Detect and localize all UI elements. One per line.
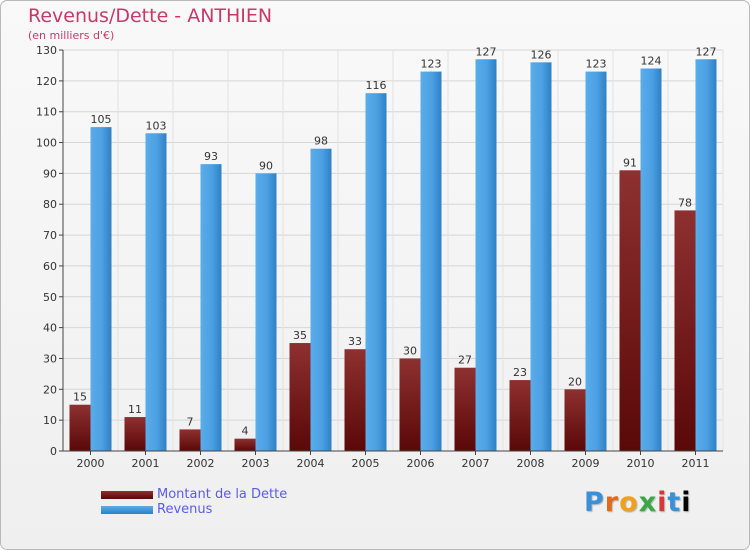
axis-layer: 0 10 20 30 40 50 60 70 80 90 100 110 120 130 2000 2001 2… (36, 44, 723, 470)
logo-letter: o (619, 487, 639, 518)
bar-revenue (530, 62, 552, 451)
data-label-debt: 91 (623, 156, 637, 169)
chart-title: Revenus/Dette - ANTHIEN (28, 5, 273, 27)
y-tick-label: 60 (43, 260, 57, 273)
x-tick-label: 2004 (297, 457, 325, 470)
logo-letter: i (681, 487, 692, 518)
y-tick-label: 20 (43, 383, 57, 396)
data-label-revenue: 126 (531, 48, 552, 61)
y-tick-label: 80 (43, 198, 57, 211)
x-tick-label: 2002 (187, 457, 215, 470)
y-tick-label: 10 (43, 414, 57, 427)
data-label-debt: 33 (348, 335, 362, 348)
x-tick-label: 2000 (77, 457, 105, 470)
bar-debt (124, 417, 146, 451)
bar-layer: 15 105 11 103 7 93 4 90 35 98 33 116 30 123 27 127 23 126… (69, 45, 717, 452)
x-tick-label: 2009 (572, 457, 600, 470)
legend-label-debt: Montant de la Dette (157, 487, 288, 502)
bar-revenue (420, 71, 442, 451)
chart-subtitle: (en milliers d'€) (28, 29, 115, 42)
y-tick-label: 110 (36, 106, 57, 119)
bar-debt (289, 343, 311, 451)
y-tick-label: 70 (43, 229, 57, 242)
bar-debt (454, 367, 476, 451)
y-tick-label: 90 (43, 167, 57, 180)
data-label-revenue: 116 (366, 79, 387, 92)
y-tick-label: 40 (43, 322, 57, 335)
bar-revenue (200, 164, 222, 451)
y-tick-label: 120 (36, 75, 57, 88)
bar-debt (344, 349, 366, 451)
bar-revenue (90, 127, 112, 451)
bar-revenue (145, 133, 167, 452)
data-label-revenue: 90 (259, 159, 273, 172)
x-tick-label: 2010 (627, 457, 655, 470)
bar-debt (179, 429, 201, 451)
logo-letter: r (604, 487, 620, 518)
bar-revenue (640, 68, 662, 451)
data-label-debt: 4 (242, 425, 249, 438)
bar-debt (69, 404, 91, 451)
y-tick-label: 130 (36, 44, 57, 57)
data-label-revenue: 103 (146, 119, 167, 132)
data-label-debt: 7 (187, 415, 194, 428)
bar-debt (674, 210, 696, 451)
x-tick-label: 2003 (242, 457, 270, 470)
y-tick-label: 30 (43, 352, 57, 365)
data-label-revenue: 124 (641, 55, 662, 68)
bar-revenue (695, 59, 717, 451)
bar-debt (399, 358, 421, 451)
logo-letter: i (657, 487, 668, 518)
logo-letter: P (584, 487, 605, 518)
logo-letter: t (667, 487, 682, 518)
bar-revenue (585, 71, 607, 451)
data-label-debt: 30 (403, 344, 417, 357)
bar-revenue (365, 93, 387, 451)
legend-swatch-revenue (101, 506, 153, 514)
data-label-revenue: 98 (314, 135, 328, 148)
proxiti-logo: Proxiti (584, 487, 692, 518)
data-label-debt: 20 (568, 375, 582, 388)
data-label-revenue: 127 (696, 45, 717, 58)
legend-label-revenue: Revenus (157, 502, 213, 517)
bar-debt (564, 389, 586, 451)
data-label-revenue: 127 (476, 45, 497, 58)
bar-debt (509, 380, 531, 451)
x-tick-label: 2006 (407, 457, 435, 470)
y-tick-label: 0 (50, 445, 57, 458)
bar-revenue (310, 148, 332, 451)
data-label-revenue: 123 (586, 58, 607, 71)
data-label-debt: 35 (293, 329, 307, 342)
data-label-debt: 27 (458, 354, 472, 367)
x-tick-label: 2007 (462, 457, 490, 470)
y-tick-label: 50 (43, 291, 57, 304)
x-tick-label: 2005 (352, 457, 380, 470)
y-tick-label: 100 (36, 137, 57, 150)
x-tick-label: 2011 (682, 457, 710, 470)
bar-revenue (475, 59, 497, 451)
data-label-revenue: 105 (91, 113, 112, 126)
bar-debt (619, 170, 641, 452)
data-label-debt: 78 (678, 196, 692, 209)
data-label-revenue: 123 (421, 58, 442, 71)
bar-debt (234, 438, 256, 451)
x-tick-label: 2001 (132, 457, 160, 470)
legend-swatch-debt (101, 491, 153, 499)
bar-revenue (255, 173, 277, 451)
logo-letter: x (638, 487, 658, 518)
data-label-revenue: 93 (204, 150, 218, 163)
data-label-debt: 15 (73, 391, 87, 404)
x-tick-label: 2008 (517, 457, 545, 470)
data-label-debt: 23 (513, 366, 527, 379)
data-label-debt: 11 (128, 403, 142, 416)
